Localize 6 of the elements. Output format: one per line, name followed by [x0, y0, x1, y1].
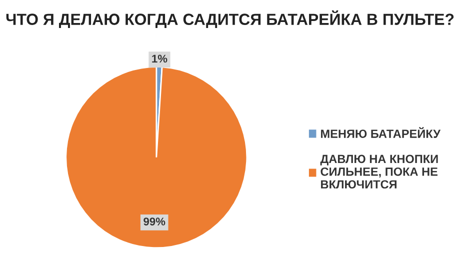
- data-label: 99%: [144, 218, 166, 226]
- legend-label: ДАВЛЮ НА КНОПКИ СИЛЬНЕЕ, ПОКА НЕ ВКЛЮЧИТСЯ: [320, 154, 438, 189]
- pie-slice: [65, 66, 248, 249]
- data-label: 1%: [152, 54, 168, 63]
- chart-title: ЧТО Я ДЕЛАЮ КОГДА САДИТСЯ БАТАРЕЙКА В ПУЛЬТЕ?: [6, 10, 454, 28]
- legend-label: МЕНЯЮ БАТАРЕЙКУ: [321, 127, 441, 138]
